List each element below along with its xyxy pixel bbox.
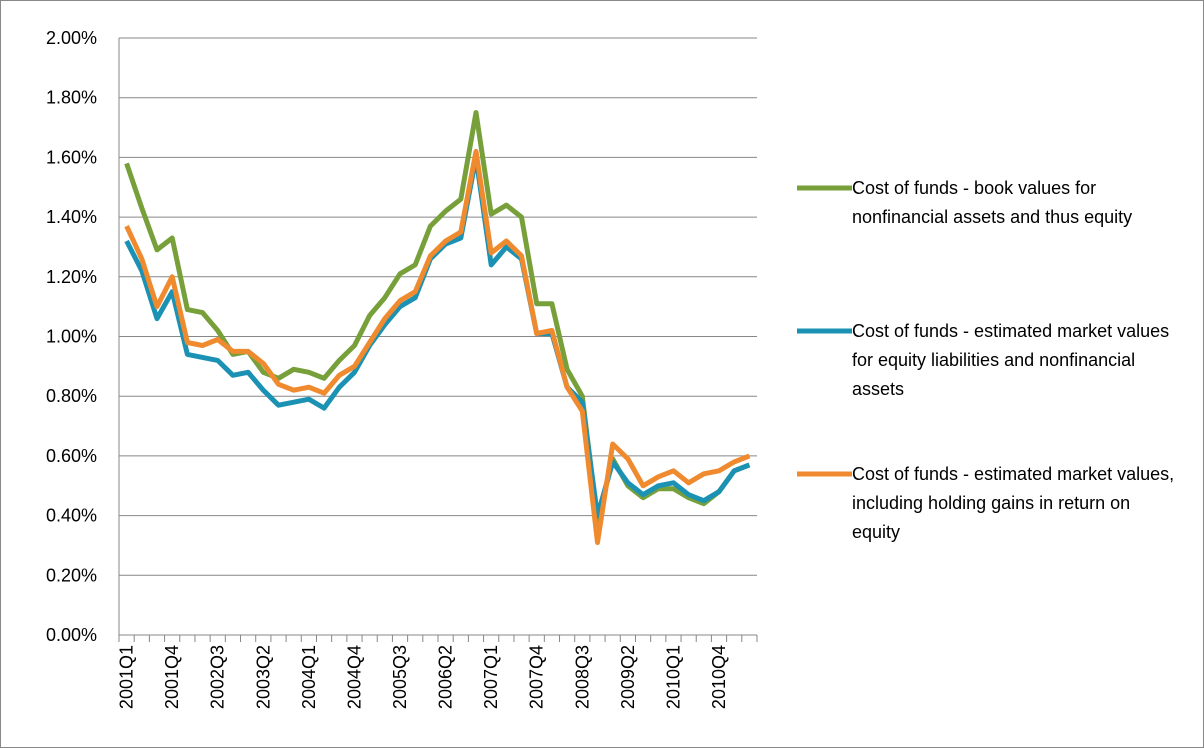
- x-tick-label: 2010Q1: [663, 645, 683, 709]
- x-tick-label: 2002Q3: [208, 645, 228, 709]
- y-tick-label: 1.00%: [46, 327, 97, 347]
- x-tick-label: 2009Q2: [618, 645, 638, 709]
- series-line: [124, 148, 751, 545]
- legend-label: Cost of funds - estimated market values,…: [852, 464, 1175, 542]
- x-tick-label: 2001Q1: [117, 645, 137, 709]
- y-tick-label: 1.80%: [46, 88, 97, 108]
- x-tick-label: 2006Q2: [436, 645, 456, 709]
- x-tick-label: 2010Q4: [709, 645, 729, 709]
- y-tick-label: 0.00%: [46, 625, 97, 645]
- y-tick-label: 1.60%: [46, 147, 97, 167]
- x-tick-label: 2007Q4: [527, 645, 547, 709]
- x-tick-label: 2004Q1: [299, 645, 319, 709]
- y-tick-label: 0.40%: [46, 506, 97, 526]
- x-tick-label: 2008Q3: [572, 645, 592, 709]
- y-tick-label: 0.60%: [46, 446, 97, 466]
- y-tick-label: 1.40%: [46, 207, 97, 227]
- x-tick-label: 2003Q2: [253, 645, 273, 709]
- y-tick-label: 1.20%: [46, 267, 97, 287]
- x-tick-label: 2004Q4: [344, 645, 364, 709]
- y-tick-label: 0.80%: [46, 386, 97, 406]
- legend-label: Cost of funds - estimated market values …: [852, 321, 1170, 399]
- x-tick-label: 2001Q4: [162, 645, 182, 709]
- x-tick-label: 2007Q1: [481, 645, 501, 709]
- y-tick-label: 0.20%: [46, 565, 97, 585]
- x-tick-label: 2005Q3: [390, 645, 410, 709]
- legend-label: Cost of funds - book values for nonfinan…: [852, 178, 1133, 227]
- y-tick-label: 2.00%: [46, 28, 97, 48]
